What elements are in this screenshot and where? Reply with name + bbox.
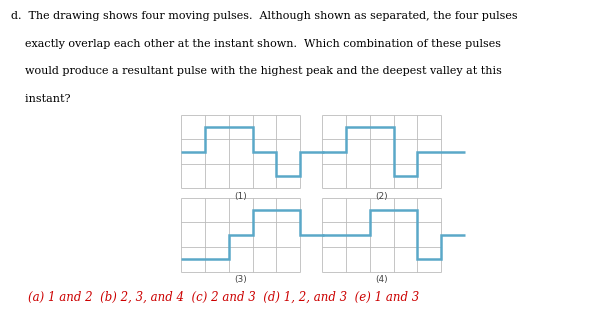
Text: exactly overlap each other at the instant shown.  Which combination of these pul: exactly overlap each other at the instan…	[11, 39, 501, 49]
Text: d.  The drawing shows four moving pulses.  Although shown as separated, the four: d. The drawing shows four moving pulses.…	[11, 11, 517, 21]
Text: (4): (4)	[376, 275, 388, 284]
Text: (a) 1 and 2  (b) 2, 3, and 4  (c) 2 and 3  (d) 1, 2, and 3  (e) 1 and 3: (a) 1 and 2 (b) 2, 3, and 4 (c) 2 and 3 …	[28, 290, 419, 303]
Text: (1): (1)	[235, 192, 247, 201]
Text: (2): (2)	[376, 192, 388, 201]
Text: (3): (3)	[235, 275, 247, 284]
Text: would produce a resultant pulse with the highest peak and the deepest valley at : would produce a resultant pulse with the…	[11, 66, 502, 76]
Text: instant?: instant?	[11, 94, 70, 104]
